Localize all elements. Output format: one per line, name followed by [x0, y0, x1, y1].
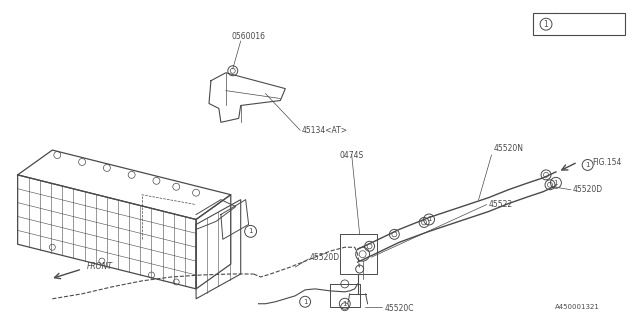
Text: 1: 1 [427, 216, 431, 222]
Text: 1: 1 [554, 180, 558, 186]
Text: 0474S: 0474S [340, 150, 364, 160]
Text: 45522: 45522 [488, 200, 513, 209]
Text: 45520N: 45520N [493, 144, 524, 153]
FancyBboxPatch shape [533, 13, 625, 35]
Text: FIG.154: FIG.154 [593, 158, 622, 167]
Text: 1: 1 [586, 162, 590, 168]
Text: 1: 1 [248, 228, 253, 234]
Text: W170062: W170062 [575, 20, 612, 29]
Text: 1: 1 [342, 301, 347, 307]
Text: 1: 1 [543, 20, 548, 29]
Text: FRONT: FRONT [87, 261, 113, 271]
Text: 45520C: 45520C [385, 304, 414, 313]
Text: 45520D: 45520D [310, 253, 340, 262]
Text: 1: 1 [303, 299, 307, 305]
Text: 45520D: 45520D [573, 185, 603, 194]
Text: 0560016: 0560016 [232, 32, 266, 41]
Text: A450001321: A450001321 [556, 304, 600, 310]
Text: 45134<AT>: 45134<AT> [302, 126, 348, 135]
